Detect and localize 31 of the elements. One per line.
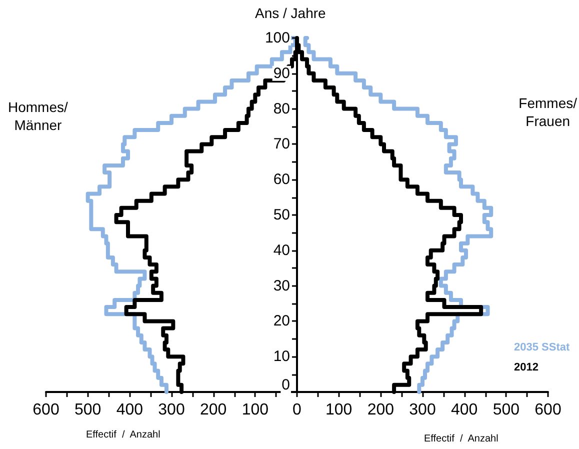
y-tick-label: 10 [273, 348, 290, 366]
annotation: Femmes/ Frauen [518, 95, 578, 129]
y-axis-title: Ans / Jahre [255, 5, 326, 21]
y-tick-label: 60 [273, 171, 290, 188]
x-tick-label: 400 [450, 402, 478, 418]
y-tick-label: 20 [273, 312, 290, 330]
x-tick-label: 600 [534, 402, 562, 418]
x-tick-label: 300 [409, 402, 436, 418]
text: 2012 [514, 362, 538, 374]
x-tick-label: 200 [200, 402, 227, 418]
x-tick-label: 100 [325, 402, 352, 418]
text: Effectif / Anzahl [424, 434, 498, 444]
y-tick-label: 50 [273, 206, 290, 224]
x-tick-label: 500 [492, 402, 520, 418]
y-tick-label: 40 [273, 242, 290, 259]
y-tick-label: 100 [264, 30, 290, 46]
x-tick-label: 500 [74, 402, 102, 418]
y-tick-label: 30 [273, 277, 290, 294]
text: 2035 SStat [514, 342, 570, 354]
x-tick-label: 400 [116, 402, 144, 418]
x-tick-label: 300 [158, 402, 185, 418]
x-axis-title: Effectif / Anzahl [86, 430, 160, 440]
y-tick-label: 90 [273, 64, 290, 82]
x-tick-label: 0 [292, 402, 302, 418]
x-tick-label: 600 [32, 402, 60, 418]
x-tick-label: 200 [367, 402, 394, 418]
y-tick-label: 80 [273, 100, 290, 118]
y-tick-label: 70 [273, 136, 290, 153]
x-tick-label: 100 [242, 402, 269, 418]
y-tick-label: 0 [282, 376, 290, 394]
annotation: Hommes/ Männer [8, 99, 68, 133]
